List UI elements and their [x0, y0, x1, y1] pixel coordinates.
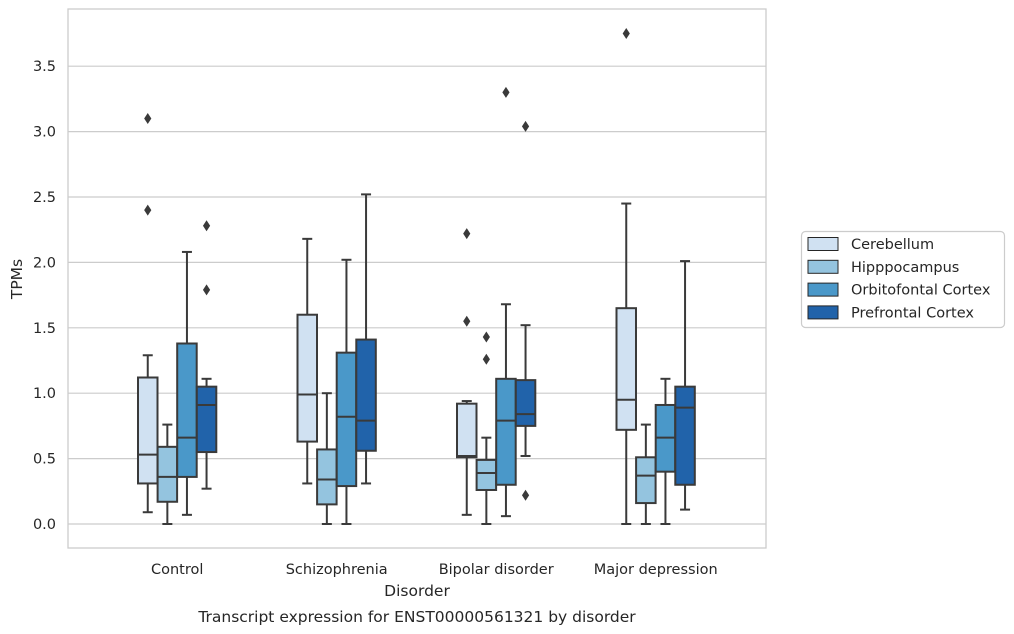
box-iqr: [495, 377, 517, 486]
box-iqr: [195, 385, 218, 454]
legend: Cerebellum Hipppocampus Orbitofontal Corte…: [800, 230, 1006, 329]
box-prefrontal-cortex: [195, 220, 218, 490]
outlier-point: [144, 113, 152, 125]
box-prefrontal-cortex: [674, 260, 696, 511]
box-cerebellum: [137, 113, 159, 514]
legend-label: Cerebellum: [851, 237, 934, 253]
y-tick-label: 1.5: [33, 321, 56, 337]
box-prefrontal-cortex: [355, 193, 377, 485]
box-cerebellum: [456, 228, 478, 516]
box-iqr: [296, 313, 318, 443]
chart-caption: Transcript expression for ENST0000056132…: [197, 608, 636, 626]
legend-swatch: [807, 237, 839, 251]
x-tick-labels: Control Schizophrenia Bipolar disorder Majo…: [151, 562, 718, 578]
y-axis-label: TPMs: [8, 259, 26, 300]
legend-label: Orbitofontal Cortex: [851, 283, 991, 299]
box-iqr: [514, 379, 537, 427]
box-prefrontal-cortex: [514, 120, 537, 501]
box-iqr: [137, 376, 159, 485]
plot-frame: [67, 8, 767, 549]
x-tick-label: Bipolar disorder: [439, 562, 554, 578]
outlier-point: [463, 315, 471, 327]
box-iqr: [456, 402, 478, 459]
box-orbitofontal-cortex: [335, 258, 358, 525]
y-tick-label: 2.5: [33, 190, 56, 206]
box-orbitofontal-cortex: [654, 377, 677, 525]
box-iqr: [615, 307, 637, 431]
outlier-point: [202, 284, 211, 296]
outlier-point: [622, 28, 630, 39]
box-orbitofontal-cortex: [495, 86, 517, 518]
legend-frame: [800, 230, 1006, 329]
legend-swatch: [807, 305, 839, 320]
box-cerebellum: [296, 237, 318, 485]
box-hipppocampus: [475, 331, 498, 525]
box-hipppocampus: [156, 423, 179, 525]
outlier-point: [521, 120, 530, 132]
y-tick-labels: 0.0 0.5 1.0 1.5 2.0 2.5 3.0 3.5: [33, 59, 56, 533]
box-iqr: [475, 458, 498, 491]
outlier-point: [482, 353, 490, 365]
y-tick-label: 0.5: [33, 452, 56, 468]
box-orbitofontal-cortex: [176, 250, 198, 516]
legend-label: Hipppocampus: [851, 260, 959, 276]
x-tick-label: Major depression: [594, 562, 718, 578]
legend-label: Prefrontal Cortex: [851, 305, 974, 321]
legend-swatch: [807, 259, 839, 274]
outlier-point: [482, 331, 490, 343]
box-hipppocampus: [635, 423, 657, 525]
y-tick-label: 3.5: [33, 59, 56, 75]
outlier-point: [502, 86, 510, 98]
outlier-point: [521, 489, 530, 501]
y-tick-label: 0.0: [33, 517, 56, 533]
y-tick-label: 1.0: [33, 386, 56, 402]
y-tick-label: 2.0: [33, 255, 56, 271]
legend-swatch: [807, 282, 839, 297]
box-iqr: [355, 338, 377, 452]
y-tick-label: 3.0: [33, 125, 56, 141]
box-hipppocampus: [316, 392, 338, 525]
outlier-point: [202, 220, 211, 232]
box-iqr: [635, 456, 657, 505]
x-tick-label: Schizophrenia: [286, 562, 388, 578]
x-tick-label: Control: [151, 562, 203, 578]
x-axis-label: Disorder: [384, 582, 450, 600]
box-iqr: [335, 351, 358, 488]
box-iqr: [674, 385, 696, 486]
box-iqr: [176, 342, 198, 478]
outlier-point: [144, 204, 152, 216]
box-cerebellum: [615, 28, 637, 525]
box-plots: [137, 28, 696, 525]
box-iqr: [156, 445, 179, 503]
box-iqr: [316, 448, 338, 506]
outlier-point: [463, 228, 471, 240]
